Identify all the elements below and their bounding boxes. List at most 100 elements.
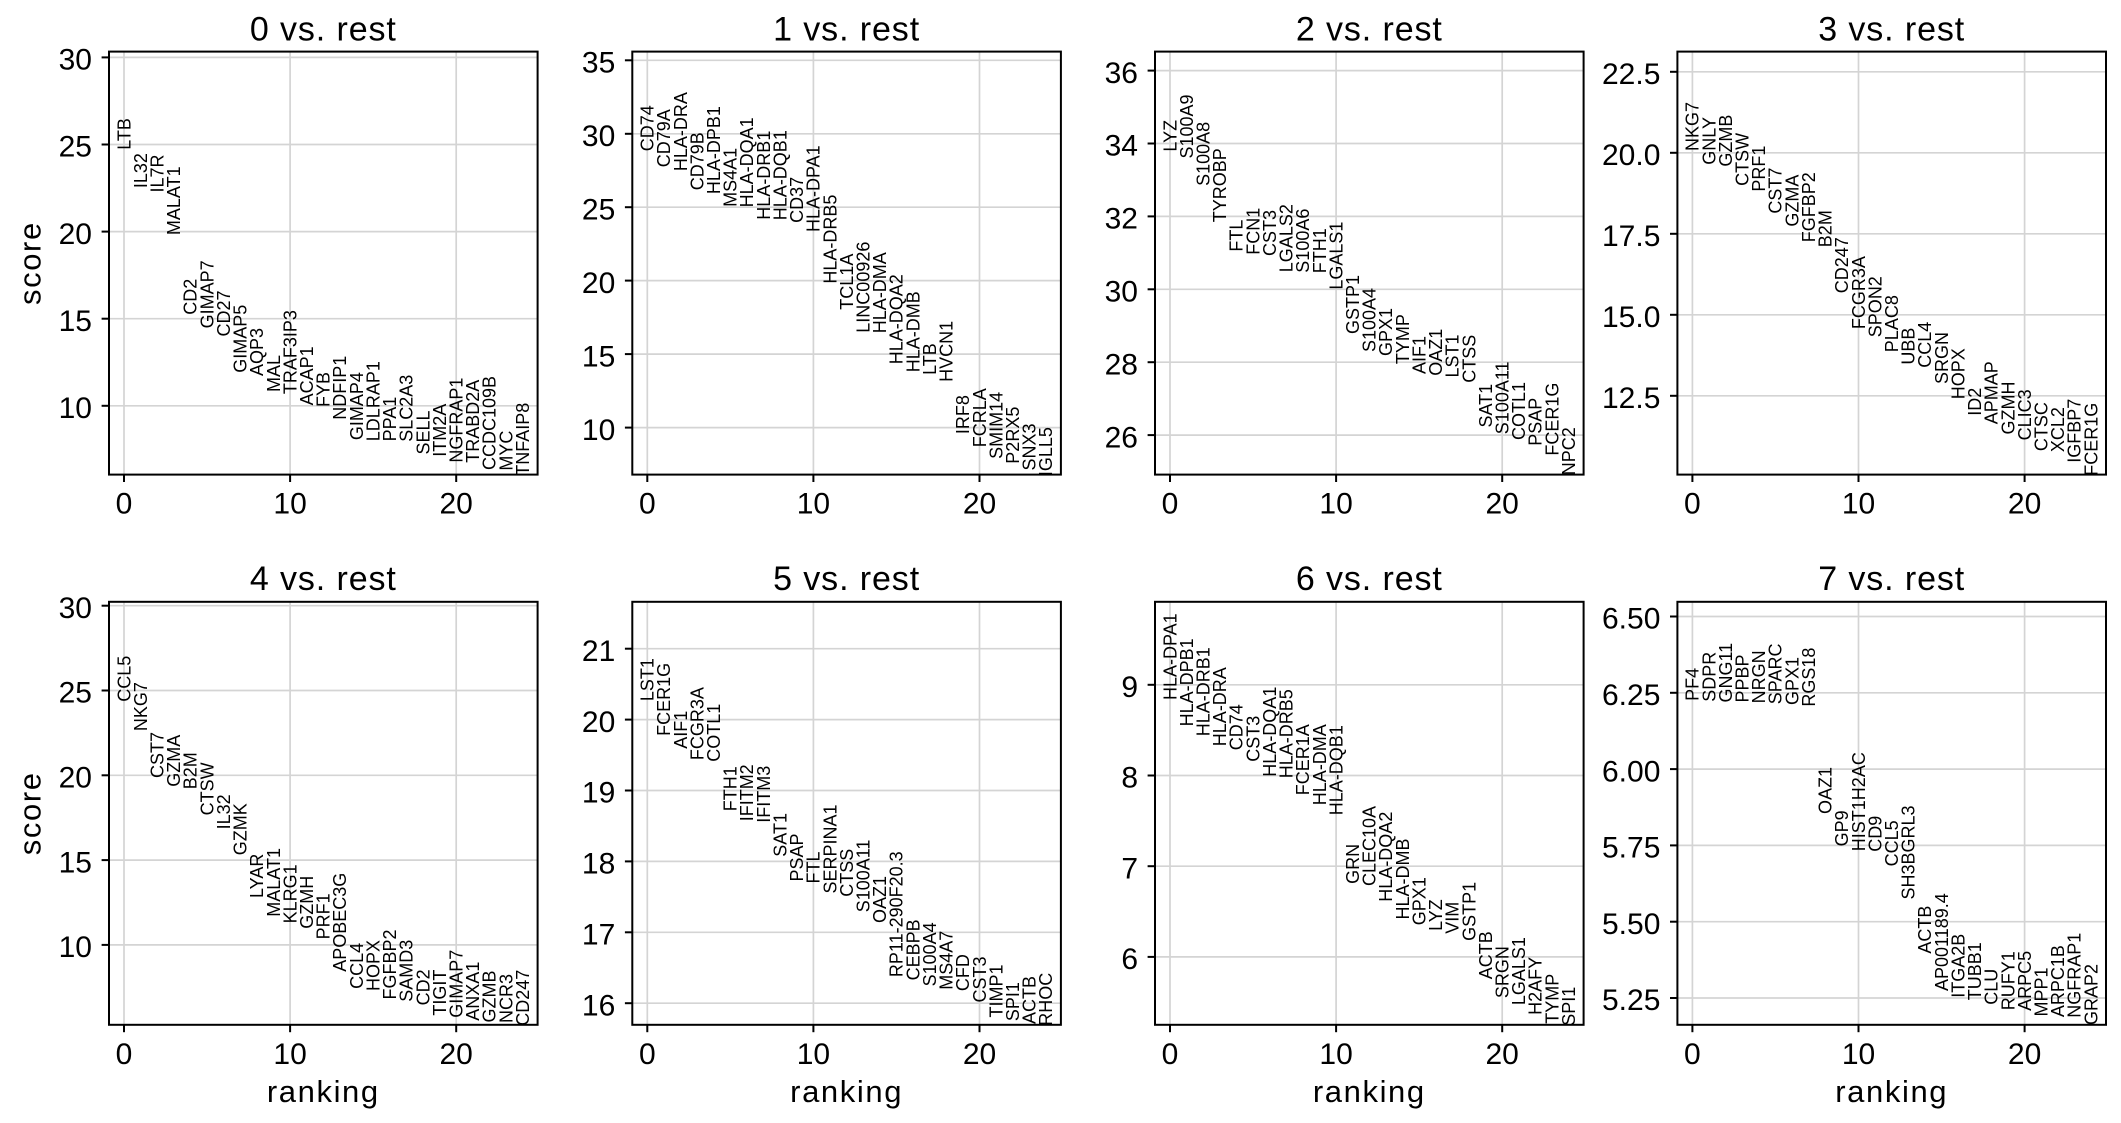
svg-text:TRAF3IP3: TRAF3IP3	[280, 310, 300, 394]
svg-text:17.5: 17.5	[1602, 220, 1660, 253]
svg-text:GIMAP7: GIMAP7	[447, 950, 467, 1018]
svg-text:CST3: CST3	[1243, 716, 1263, 762]
svg-text:ITGA2B: ITGA2B	[1948, 934, 1968, 998]
svg-text:S100A6: S100A6	[1293, 209, 1313, 273]
svg-text:RP11-290F20.3: RP11-290F20.3	[887, 851, 907, 977]
svg-text:GIMAP5: GIMAP5	[231, 305, 251, 373]
svg-text:HLA-DRB5: HLA-DRB5	[820, 195, 840, 284]
svg-text:LGALS1: LGALS1	[1326, 222, 1346, 290]
svg-text:TRABD2A: TRABD2A	[463, 380, 483, 463]
svg-text:15: 15	[59, 846, 92, 879]
svg-text:20: 20	[1486, 488, 1519, 521]
svg-text:PF4: PF4	[1683, 668, 1703, 701]
svg-text:B2M: B2M	[1816, 210, 1836, 247]
svg-text:CCL5: CCL5	[114, 656, 134, 702]
svg-text:B2M: B2M	[181, 752, 201, 789]
svg-text:ranking: ranking	[1313, 1074, 1426, 1109]
svg-text:HLA-DQA1: HLA-DQA1	[1260, 687, 1280, 777]
svg-text:20: 20	[59, 218, 92, 251]
svg-text:CCL4: CCL4	[1915, 322, 1935, 368]
svg-text:LGALS2: LGALS2	[1277, 204, 1297, 272]
svg-text:GZMA: GZMA	[1782, 175, 1802, 227]
svg-text:CFD: CFD	[953, 954, 973, 991]
svg-text:ARPC5: ARPC5	[2015, 951, 2035, 1011]
svg-text:30: 30	[59, 592, 92, 625]
svg-text:SLC2A3: SLC2A3	[397, 375, 417, 442]
svg-text:score: score	[13, 771, 48, 855]
svg-text:LGALS1: LGALS1	[1509, 937, 1529, 1005]
svg-text:RHOC: RHOC	[1036, 973, 1056, 1026]
svg-text:APMAP: APMAP	[1982, 361, 2002, 424]
svg-text:10: 10	[582, 414, 615, 447]
svg-text:KLRG1: KLRG1	[280, 864, 300, 923]
svg-text:SERPINA1: SERPINA1	[820, 804, 840, 893]
svg-text:FCER1G: FCER1G	[2081, 403, 2101, 476]
svg-text:PPBP: PPBP	[1733, 654, 1753, 702]
svg-text:GPX1: GPX1	[1376, 308, 1396, 356]
svg-text:CD74: CD74	[638, 105, 658, 151]
svg-text:CLU: CLU	[1982, 969, 2002, 1005]
svg-text:ACTB: ACTB	[1020, 976, 1040, 1024]
svg-text:CTSS: CTSS	[837, 849, 857, 897]
svg-text:NGFRAP1: NGFRAP1	[2065, 933, 2085, 1018]
svg-text:3 vs. rest: 3 vs. rest	[1818, 11, 1965, 49]
svg-text:SNX3: SNX3	[1020, 423, 1040, 470]
svg-text:10: 10	[1842, 1038, 1875, 1071]
svg-text:SH3BGRL3: SH3BGRL3	[1899, 805, 1919, 899]
svg-text:S100A4: S100A4	[920, 922, 940, 986]
svg-text:32: 32	[1105, 203, 1138, 236]
svg-text:AQP3: AQP3	[247, 328, 267, 376]
svg-text:15.0: 15.0	[1602, 301, 1660, 334]
svg-text:PRF1: PRF1	[314, 893, 334, 939]
svg-text:FCER1G: FCER1G	[1542, 383, 1562, 456]
svg-text:10: 10	[273, 488, 306, 521]
svg-text:20: 20	[2008, 1038, 2041, 1071]
svg-text:HLA-DQA1: HLA-DQA1	[737, 117, 757, 207]
svg-text:SRGN: SRGN	[1932, 332, 1952, 384]
svg-text:TYMP: TYMP	[1542, 974, 1562, 1024]
svg-text:LTB: LTB	[920, 343, 940, 375]
svg-text:6: 6	[1121, 943, 1138, 976]
svg-text:ACTB: ACTB	[1476, 931, 1496, 979]
svg-text:PRF1: PRF1	[1749, 146, 1769, 192]
svg-text:36: 36	[1105, 57, 1138, 90]
svg-text:ranking: ranking	[267, 1074, 380, 1109]
svg-text:0: 0	[1162, 1038, 1179, 1071]
svg-text:9: 9	[1121, 671, 1138, 704]
svg-text:IFITM3: IFITM3	[754, 766, 774, 823]
svg-text:ITM2A: ITM2A	[430, 404, 450, 457]
svg-text:PLAC8: PLAC8	[1882, 295, 1902, 352]
svg-text:score: score	[13, 221, 48, 305]
svg-text:S100A9: S100A9	[1177, 94, 1197, 158]
svg-text:0: 0	[116, 488, 133, 521]
svg-text:10: 10	[797, 488, 830, 521]
svg-text:20: 20	[440, 1038, 473, 1071]
svg-text:20: 20	[963, 488, 996, 521]
svg-text:SAMD3: SAMD3	[397, 940, 417, 1002]
svg-text:S100A8: S100A8	[1194, 122, 1214, 186]
svg-text:FTL: FTL	[804, 851, 824, 883]
svg-text:HLA-DRB1: HLA-DRB1	[1194, 647, 1214, 736]
svg-text:HLA-DPA1: HLA-DPA1	[804, 145, 824, 232]
svg-text:IL7R: IL7R	[148, 154, 168, 192]
svg-text:S100A11: S100A11	[1493, 361, 1513, 434]
svg-text:HLA-DPB1: HLA-DPB1	[1177, 638, 1197, 726]
svg-text:TYMP: TYMP	[1393, 314, 1413, 364]
svg-text:2 vs. rest: 2 vs. rest	[1296, 11, 1443, 49]
svg-text:HOPX: HOPX	[1948, 348, 1968, 399]
svg-text:COTL1: COTL1	[704, 704, 724, 762]
svg-text:NGFRAP1: NGFRAP1	[447, 378, 467, 463]
svg-text:MPP1: MPP1	[2032, 967, 2052, 1016]
svg-text:HLA-DRA: HLA-DRA	[671, 92, 691, 171]
svg-text:35: 35	[582, 47, 615, 80]
svg-text:GNLY: GNLY	[1699, 117, 1719, 165]
svg-text:FCER1A: FCER1A	[1293, 724, 1313, 795]
svg-text:GSTP1: GSTP1	[1343, 275, 1363, 334]
svg-text:5.75: 5.75	[1602, 832, 1660, 865]
svg-text:HLA-DMB: HLA-DMB	[903, 291, 923, 372]
svg-text:GZMB: GZMB	[1716, 115, 1736, 167]
svg-text:PSAP: PSAP	[1526, 398, 1546, 446]
svg-text:CD2: CD2	[181, 279, 201, 315]
svg-text:30: 30	[59, 44, 92, 77]
svg-text:0: 0	[1684, 1038, 1701, 1071]
